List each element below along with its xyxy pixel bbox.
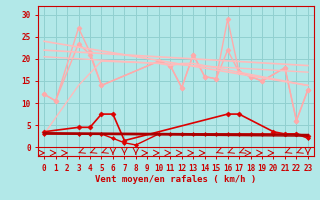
- X-axis label: Vent moyen/en rafales ( km/h ): Vent moyen/en rafales ( km/h ): [95, 175, 257, 184]
